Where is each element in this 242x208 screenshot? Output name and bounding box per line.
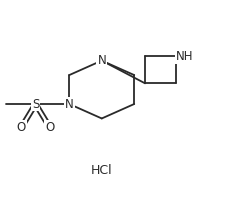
Text: NH: NH [176,50,194,63]
Text: O: O [16,121,26,134]
Text: HCl: HCl [91,164,113,177]
Text: O: O [45,121,55,134]
Text: N: N [97,54,106,67]
Text: N: N [65,98,74,110]
Text: S: S [32,98,39,110]
